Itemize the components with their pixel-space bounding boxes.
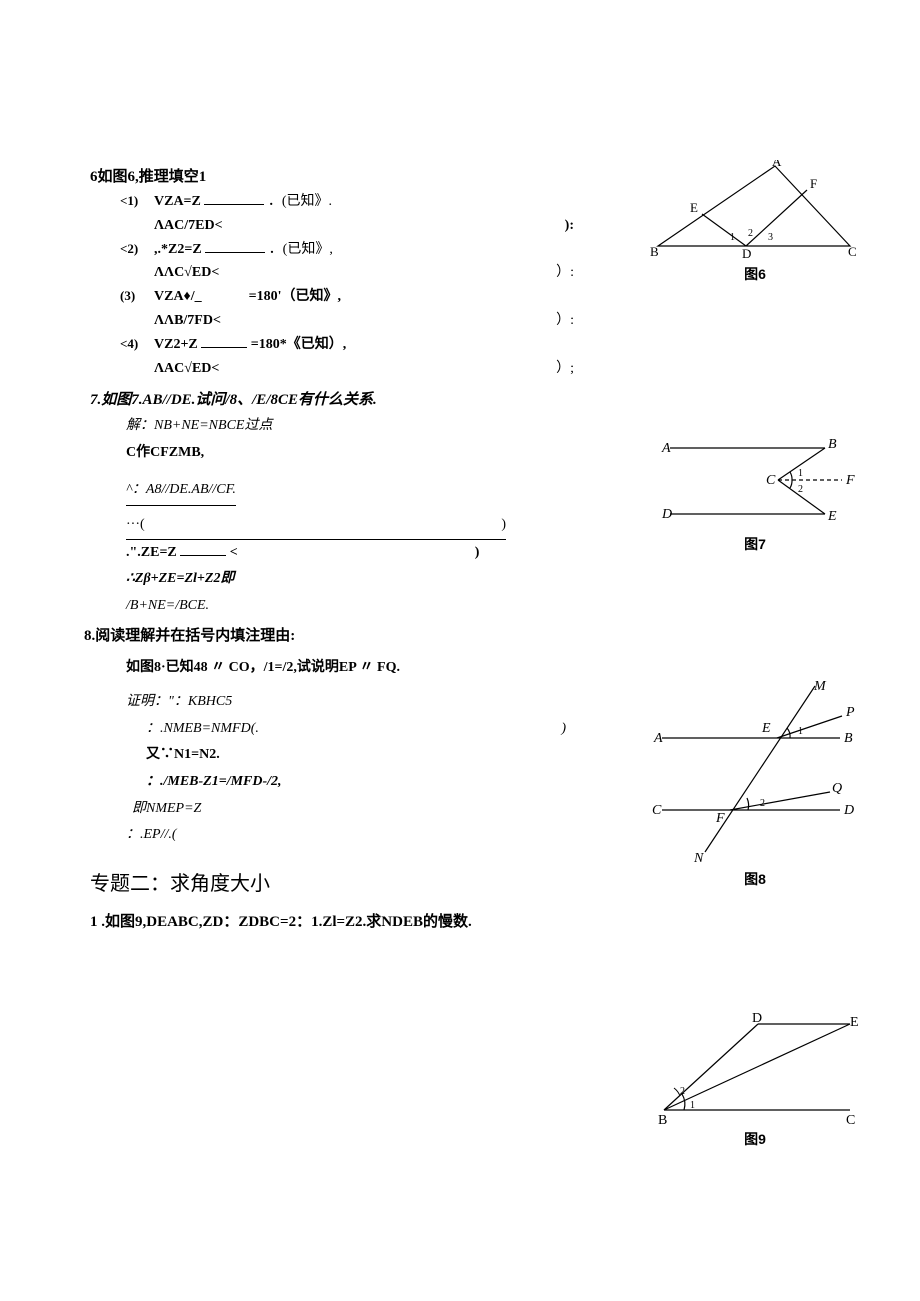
- q6-3-l1b: =180'（已知》,: [249, 289, 341, 304]
- q8-r1b: ): [561, 716, 566, 743]
- q6-head: 6如图6,推理填空1: [90, 165, 590, 186]
- blank[interactable]: [201, 335, 247, 348]
- q7-l1: 解：NB+NE=NBCE过点: [126, 418, 272, 433]
- q6-3-l2b: ）:: [556, 309, 574, 333]
- fig9-E: E: [850, 1015, 859, 1030]
- fig6-1: 1: [730, 232, 735, 243]
- q7-head: 7.如图7.AB//DE.试问/8、/E/8CE有什么关系.: [90, 388, 590, 409]
- q8-head: 8.阅读理解并在括号内填注理由:: [84, 624, 590, 645]
- q6-3-l2a: ΛΛB/7FD<: [154, 309, 221, 333]
- q6-4-line2: ΛAC√ED< ）;: [154, 357, 574, 381]
- q8-p1: 如图8·已知48 〃 CO，/1=/2,试说明EP 〃 FQ.: [126, 660, 400, 675]
- fig8-F: F: [715, 811, 725, 826]
- fig7-C: C: [766, 473, 776, 488]
- fig8-caption: 图8: [650, 869, 860, 889]
- section-2-title: 专题二：求角度大小: [90, 867, 590, 896]
- fig8-M: M: [813, 680, 827, 694]
- q6-3-line2: ΛΛB/7FD< ）:: [154, 309, 574, 333]
- q6-1-l1b: ．(已知》.: [268, 194, 332, 209]
- q6-4-l1b: =180*《已知）,: [251, 337, 346, 352]
- fig8-E: E: [761, 721, 771, 736]
- fig6-C: C: [848, 244, 857, 259]
- fig8-C: C: [652, 803, 662, 818]
- fig8-Q: Q: [832, 781, 842, 796]
- q7-l3: ^：A8//DE.AB//CF.: [126, 482, 236, 497]
- figure-9: B C D E 1 2 图9: [650, 1010, 860, 1149]
- q7-l5a: .".ZE=Z: [126, 545, 177, 560]
- fig6-caption: 图6: [650, 264, 860, 284]
- fig9-C: C: [846, 1113, 855, 1125]
- q6-item-4: <4) VZ2+Z =180*《已知）,: [120, 333, 590, 357]
- q8-p3: 即NMEP=Z: [132, 801, 201, 816]
- fig7-B: B: [828, 437, 837, 452]
- q7-l4b: ): [501, 512, 506, 539]
- q6-2-l2a: ΛΛC√ED<: [154, 261, 219, 285]
- fig6-D: D: [742, 246, 751, 260]
- fig6-A: A: [772, 160, 782, 169]
- q6-3-label: (3): [120, 285, 154, 307]
- q7-l2: C作CFZMB,: [126, 445, 204, 460]
- fig8-2: 2: [760, 798, 765, 809]
- fig8-1: 1: [798, 726, 803, 737]
- q6-4-l2b: ）;: [556, 357, 574, 381]
- q9-1-head: 1 .如图9,DEABC,ZD：ZDBC=2：1.Zl=Z2.求NDEB的慢数.: [90, 910, 590, 931]
- q6-2-line2: ΛΛC√ED< ）:: [154, 261, 574, 285]
- fig6-2: 2: [748, 228, 753, 239]
- q6-2-l2b: ）:: [556, 261, 574, 285]
- fig8-P: P: [845, 705, 855, 720]
- fig9-B: B: [658, 1113, 667, 1125]
- fig7-F: F: [845, 473, 855, 488]
- q6-item-2: <2) ,.*Z2=Z ．(已知》,: [120, 238, 590, 262]
- fig8-B: B: [844, 731, 853, 746]
- fig9-1: 1: [690, 1100, 695, 1111]
- blank[interactable]: [204, 192, 264, 205]
- fig9-2: 2: [680, 1086, 685, 1097]
- q7-l7: /B+NE=/BCE.: [126, 598, 209, 613]
- q8-r3: ：./MEB-Z1=/MFD-/2,: [146, 774, 282, 789]
- q7-l5c: ): [475, 545, 480, 560]
- q6-2-l1a: ,.*Z2=Z: [154, 242, 202, 257]
- figure-8: A B C D E F M N P Q 1 2 图8: [650, 680, 860, 889]
- q6-1-l2a: ΛAC/7ED<: [154, 214, 223, 238]
- q6-1-l1a: VZA=Z: [154, 194, 201, 209]
- q7-l4a: ···(: [126, 517, 145, 532]
- q6-2-label: <2): [120, 238, 154, 260]
- q6-3-l1a: VZA♦/_: [154, 289, 202, 304]
- fig8-D: D: [843, 803, 854, 818]
- q6-4-l2a: ΛAC√ED<: [154, 357, 219, 381]
- q8-r1a: ：.NMEB=NMFD(.: [146, 716, 259, 743]
- q6-4-label: <4): [120, 333, 154, 355]
- figure-6: A B C D E F 1 2 3 图6: [650, 160, 860, 284]
- fig7-2: 2: [798, 484, 803, 495]
- q8-p4: ：.EP//.(: [126, 827, 177, 842]
- q6-1-label: <1): [120, 190, 154, 212]
- q6-1-l2b: ):: [565, 214, 574, 238]
- q7-l5b: <: [230, 545, 238, 560]
- fig7-E: E: [827, 509, 837, 524]
- blank[interactable]: [180, 543, 226, 556]
- q7-l6: ∴Zβ+ZE=Zl+Z2即: [126, 571, 234, 586]
- fig7-D: D: [661, 507, 672, 522]
- fig7-A: A: [661, 441, 671, 456]
- q6-4-l1a: VZ2+Z: [154, 337, 198, 352]
- q8-r2: 又∵N1=N2.: [146, 747, 220, 762]
- fig7-caption: 图7: [650, 534, 860, 554]
- fig9-D: D: [752, 1011, 762, 1026]
- fig6-F: F: [810, 176, 817, 191]
- fig8-N: N: [693, 851, 704, 865]
- fig7-1: 1: [798, 468, 803, 479]
- q6-2-l1b: ．(已知》,: [269, 242, 333, 257]
- q8-p2: 证明："：KBHC5: [126, 694, 232, 709]
- figure-7: A B C D E F 1 2 图7: [650, 430, 860, 554]
- blank[interactable]: [205, 240, 265, 253]
- fig6-3: 3: [768, 232, 773, 243]
- fig9-caption: 图9: [650, 1129, 860, 1149]
- q6-1-line2: ΛAC/7ED< ):: [154, 214, 574, 238]
- fig6-E: E: [690, 200, 698, 215]
- fig8-A: A: [653, 731, 663, 746]
- q6-item-1: <1) VZA=Z ．(已知》.: [120, 190, 590, 214]
- q6-item-3: (3) VZA♦/_ =180'（已知》,: [120, 285, 590, 309]
- fig6-B: B: [650, 244, 659, 259]
